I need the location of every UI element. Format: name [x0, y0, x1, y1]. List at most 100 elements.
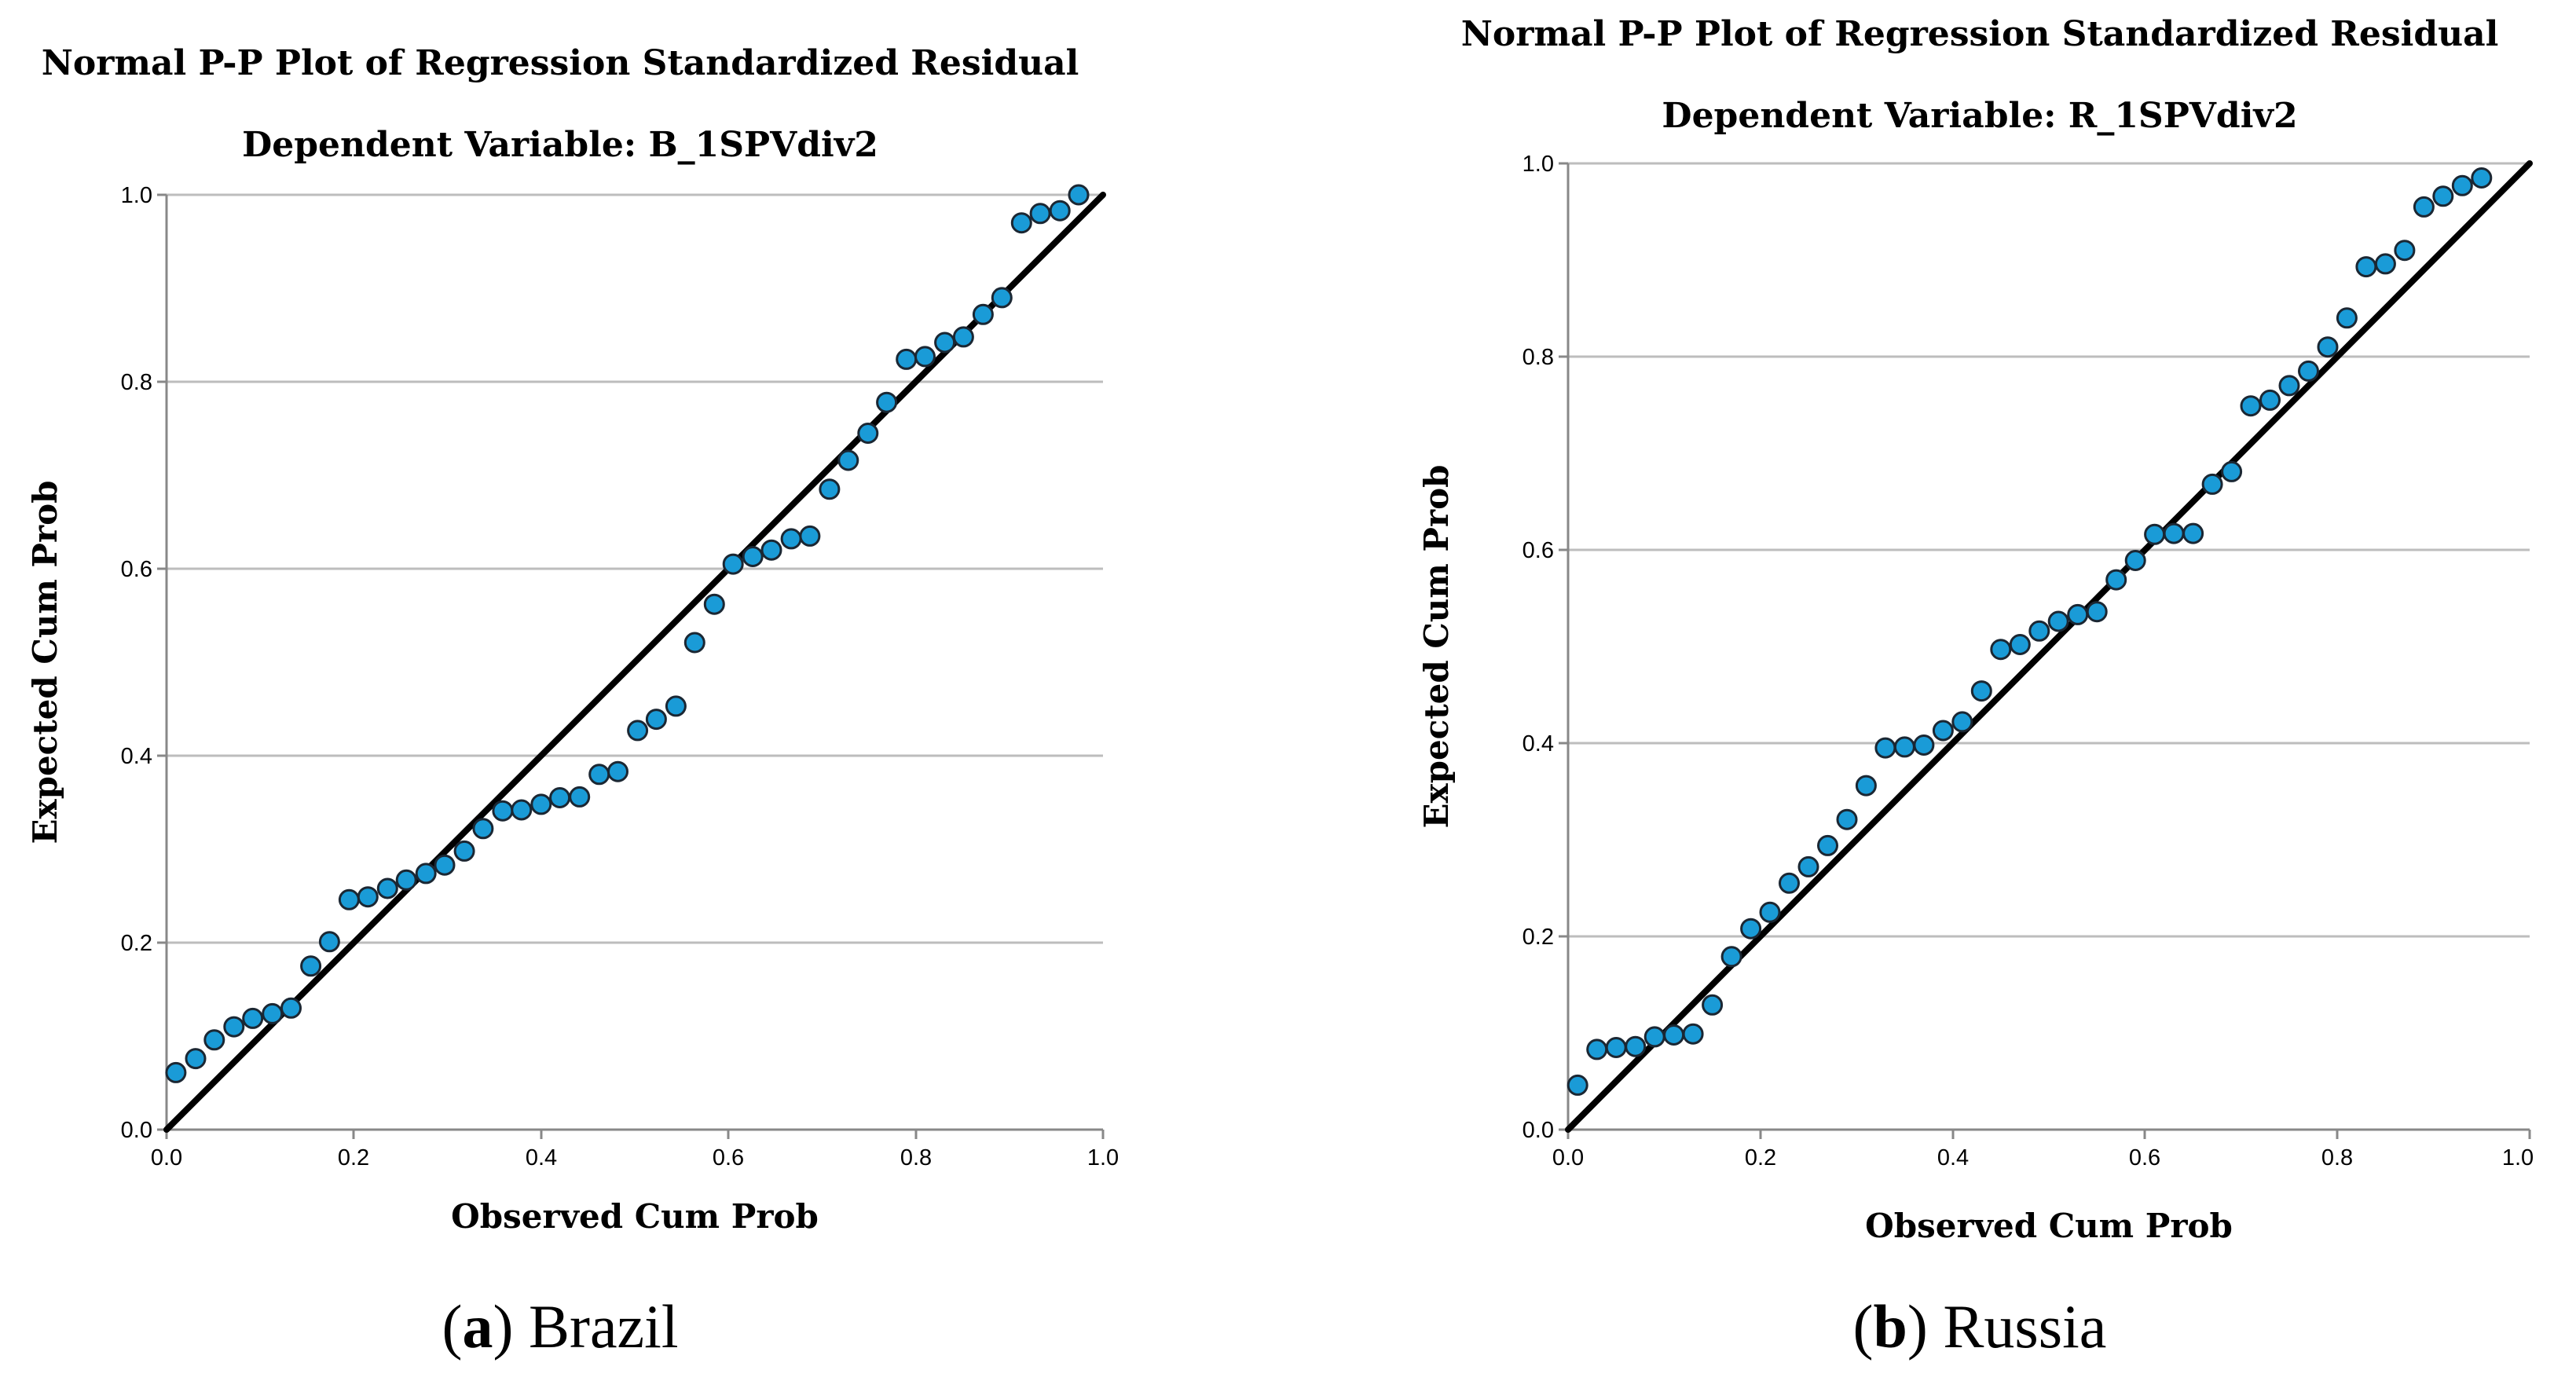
data-point	[300, 955, 322, 977]
x-tick-label: 0.4	[1937, 1145, 1969, 1170]
y-tick-label: 0.8	[1523, 345, 1554, 370]
x-tick-label: 0.0	[1552, 1145, 1584, 1170]
data-point	[434, 854, 456, 876]
x-ticks: 0.0 0.2 0.4 0.6 0.8 1.0	[1552, 1130, 2534, 1170]
data-point	[318, 931, 340, 953]
data-point	[2298, 360, 2319, 382]
chart-title: Normal P-P Plot of Regression Standardiz…	[1461, 14, 2499, 54]
data-point	[2163, 522, 2185, 544]
data-point	[185, 1048, 207, 1070]
data-point	[2105, 569, 2127, 591]
data-point	[1932, 720, 1954, 742]
data-point	[607, 760, 628, 782]
data-point	[1663, 1024, 1685, 1046]
data-point	[703, 593, 725, 615]
panel-caption: (b) Russia	[1853, 1292, 2107, 1361]
x-axis-title: Observed Cum Prob	[1865, 1207, 2233, 1245]
data-point	[2259, 389, 2281, 411]
data-point	[1566, 1074, 1588, 1096]
data-point	[1720, 946, 1742, 968]
data-point	[2182, 522, 2204, 544]
data-point	[2317, 336, 2339, 358]
y-ticks: 0.0 0.2 0.4 0.6 0.8 1.0	[1523, 152, 1568, 1143]
data-point	[262, 1002, 284, 1024]
data-point	[2355, 256, 2377, 278]
x-tick-label: 0.6	[2129, 1145, 2160, 1170]
y-tick-label: 0.2	[121, 931, 152, 956]
caption-letter: a	[462, 1292, 493, 1361]
panel-russia: Normal P-P Plot of Regression Standardiz…	[1417, 14, 2534, 1361]
data-point	[972, 303, 994, 325]
data-point	[1817, 834, 1838, 856]
data-point	[819, 478, 841, 500]
data-point	[1625, 1035, 1647, 1057]
x-tick-label: 0.8	[900, 1145, 932, 1170]
data-point	[1029, 203, 1051, 225]
data-point	[165, 1061, 187, 1083]
data-point	[2394, 240, 2416, 262]
data-point	[2240, 395, 2262, 417]
data-point	[1702, 994, 1724, 1016]
y-tick-label: 0.4	[121, 744, 152, 769]
data-point	[780, 528, 802, 550]
data-point	[453, 840, 475, 862]
data-point	[511, 799, 533, 821]
y-tick-label: 1.0	[1523, 152, 1554, 177]
data-point	[203, 1029, 225, 1051]
x-tick-label: 0.6	[713, 1145, 744, 1170]
data-point	[1586, 1038, 1608, 1060]
y-axis-title: Expected Cum Prob	[1417, 465, 1456, 829]
data-point	[1643, 1026, 1665, 1048]
y-tick-label: 0.6	[121, 557, 152, 582]
data-point	[1740, 918, 1762, 940]
data-point	[1010, 212, 1032, 234]
data-point	[2067, 603, 2089, 625]
y-tick-label: 0.8	[121, 370, 152, 395]
data-point	[722, 553, 744, 575]
x-tick-label: 1.0	[1087, 1145, 1119, 1170]
x-tick-label: 0.0	[151, 1145, 182, 1170]
data-point	[991, 287, 1013, 309]
data-point	[934, 332, 956, 353]
data-point	[2336, 307, 2358, 329]
data-point	[1893, 736, 1915, 758]
panel-caption: (a) Brazil	[442, 1292, 678, 1361]
x-axis-title: Observed Cum Prob	[451, 1197, 819, 1236]
data-point	[415, 863, 437, 885]
data-point	[1682, 1023, 1704, 1045]
data-point	[2047, 610, 2069, 632]
data-point	[2451, 174, 2473, 196]
data-point	[1874, 737, 1896, 759]
data-point	[1913, 734, 1935, 756]
y-tick-label: 0.0	[1523, 1118, 1554, 1143]
caption-text: Brazil	[529, 1292, 679, 1361]
data-point	[338, 888, 360, 910]
data-point	[896, 348, 918, 370]
data-point	[2471, 167, 2493, 189]
caption-letter: b	[1874, 1292, 1907, 1361]
data-point	[2086, 601, 2108, 623]
data-point	[472, 818, 494, 840]
y-tick-label: 0.0	[121, 1118, 152, 1143]
panel-brazil: Normal P-P Plot of Regression Standardiz…	[26, 43, 1119, 1361]
data-point	[1970, 680, 1992, 702]
data-point	[1836, 808, 1858, 830]
data-point	[549, 787, 571, 808]
data-point	[2028, 620, 2050, 642]
data-point	[2221, 460, 2243, 482]
data-point	[914, 346, 936, 368]
data-point	[857, 423, 879, 444]
x-tick-label: 0.4	[526, 1145, 557, 1170]
y-tick-label: 1.0	[121, 183, 152, 208]
grid-lines	[1568, 162, 2530, 938]
data-point	[1605, 1037, 1627, 1058]
data-point	[376, 877, 398, 899]
data-point	[223, 1016, 245, 1038]
data-point	[242, 1007, 264, 1029]
y-axis-title: Expected Cum Prob	[26, 481, 64, 844]
x-tick-label: 1.0	[2502, 1145, 2534, 1170]
data-point	[876, 391, 898, 413]
grid-lines	[167, 193, 1103, 944]
data-point	[665, 695, 687, 717]
data-point	[1990, 639, 2012, 661]
